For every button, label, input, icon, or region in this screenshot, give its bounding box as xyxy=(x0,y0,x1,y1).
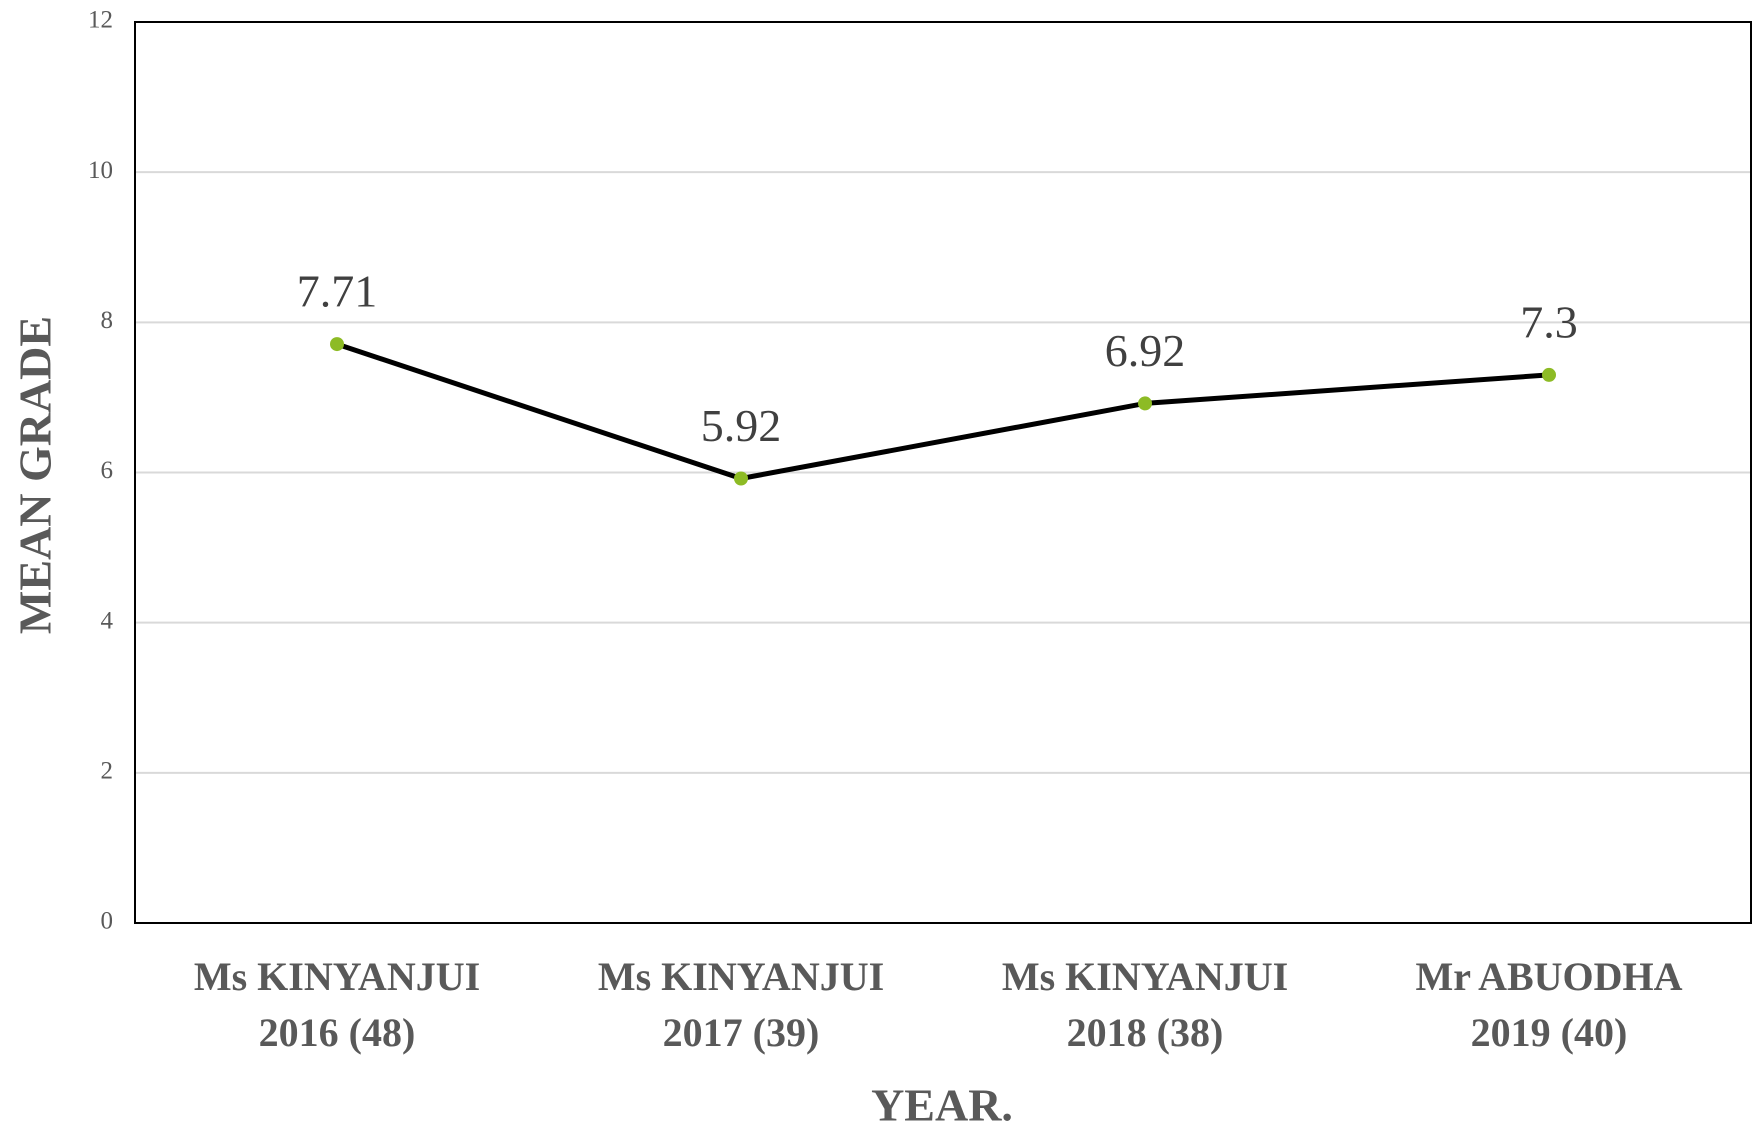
data-label: 7.3 xyxy=(1520,296,1578,347)
x-tick-label: Ms KINYANJUI xyxy=(1002,954,1288,999)
y-tick-label: 0 xyxy=(101,908,114,935)
x-tick-label: 2019 (40) xyxy=(1471,1010,1628,1055)
x-tick-label: Ms KINYANJUI xyxy=(194,954,480,999)
y-tick-label: 6 xyxy=(101,457,114,484)
x-tick-label: Mr ABUODHA xyxy=(1415,954,1682,999)
marker xyxy=(330,337,344,352)
marker xyxy=(1138,396,1152,411)
data-label: 6.92 xyxy=(1105,325,1186,376)
y-tick-label: 2 xyxy=(101,758,114,785)
y-tick-label: 8 xyxy=(101,307,114,334)
data-label: 7.71 xyxy=(297,266,378,317)
marker xyxy=(1542,367,1556,382)
data-label: 5.92 xyxy=(701,400,782,451)
y-tick-label: 12 xyxy=(88,7,113,34)
x-tick-label: 2016 (48) xyxy=(259,1010,416,1055)
x-tick-label: Ms KINYANJUI xyxy=(598,954,884,999)
plot-frame xyxy=(134,21,1752,924)
line xyxy=(336,341,1550,482)
x-axis-title: YEAR. xyxy=(871,1080,1013,1131)
x-tick-label: 2018 (38) xyxy=(1067,1010,1224,1055)
y-tick-label: 4 xyxy=(101,607,114,634)
x-tick-label: 2017 (39) xyxy=(663,1010,820,1055)
marker xyxy=(734,471,748,486)
y-tick-label: 10 xyxy=(88,157,113,184)
y-axis-title: MEAN GRADE xyxy=(10,316,61,634)
